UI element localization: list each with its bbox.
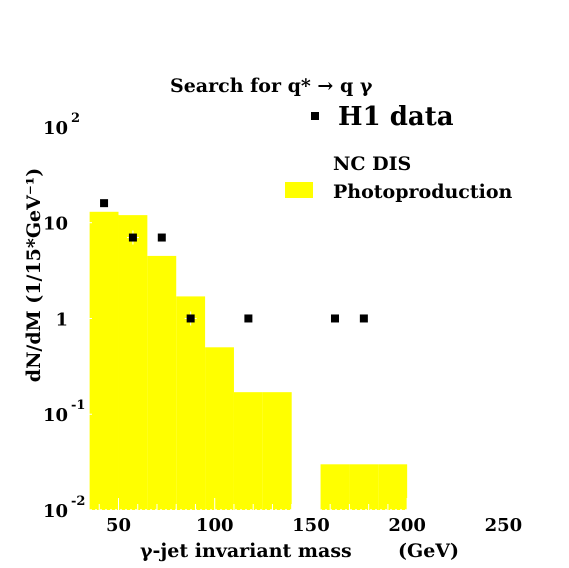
y-tick-label-1: 10 bbox=[43, 405, 68, 426]
legend-label-h1-data: H1 data bbox=[338, 102, 454, 132]
x-tick-label-100: 100 bbox=[196, 515, 234, 536]
legend: H1 data NC DIS Photoproduction bbox=[285, 102, 513, 203]
data-points bbox=[98, 196, 370, 326]
y-tick-label-3: 10 bbox=[43, 214, 68, 235]
legend-label-photoproduction: Photoproduction bbox=[333, 181, 513, 203]
x-axis-label: γ-jet invariant mass bbox=[140, 540, 352, 562]
x-axis-unit: (GeV) bbox=[398, 540, 459, 562]
y-tick-exponent-1: -1 bbox=[71, 398, 85, 413]
histogram-bar-3 bbox=[176, 296, 206, 510]
axes-frame bbox=[79, 59, 514, 511]
data-point-0 bbox=[100, 199, 109, 208]
histogram-bars bbox=[89, 211, 408, 510]
data-point-2 bbox=[157, 233, 166, 242]
histogram-bar-6 bbox=[262, 392, 292, 510]
legend-marker-photoproduction bbox=[285, 182, 313, 198]
x-tick-label-250: 250 bbox=[485, 515, 523, 536]
legend-marker-h1-data bbox=[311, 112, 319, 120]
data-point-4 bbox=[244, 314, 253, 323]
histogram-bar-9 bbox=[378, 464, 408, 510]
y-tick-label-0: 10 bbox=[43, 501, 68, 522]
y-tick-label-4: 10 bbox=[43, 118, 68, 139]
histogram-bar-1 bbox=[118, 215, 148, 510]
y-tick-label-2: 1 bbox=[55, 309, 68, 330]
histogram-bar-7 bbox=[320, 464, 350, 510]
legend-label-nc-dis: NC DIS bbox=[333, 153, 411, 175]
y-tick-exponent-0: -2 bbox=[71, 494, 85, 509]
chart-title: Search for q* → q γ bbox=[170, 75, 373, 97]
data-point-1 bbox=[128, 233, 137, 242]
y-axis-label: dN/dM (1/15*GeV⁻¹) bbox=[23, 168, 45, 382]
histogram-bar-2 bbox=[147, 255, 177, 510]
x-tick-label-150: 150 bbox=[292, 515, 330, 536]
histogram-bar-8 bbox=[349, 464, 379, 510]
data-point-5 bbox=[330, 314, 339, 323]
histogram-bar-5 bbox=[233, 392, 263, 510]
histogram-bar-0 bbox=[89, 211, 119, 510]
x-tick-label-50: 50 bbox=[106, 515, 131, 536]
data-point-6 bbox=[359, 314, 368, 323]
x-tick-label-200: 200 bbox=[388, 515, 426, 536]
y-tick-exponent-4: 2 bbox=[71, 111, 80, 126]
histogram-bar-4 bbox=[205, 347, 234, 510]
data-point-3 bbox=[186, 314, 195, 323]
